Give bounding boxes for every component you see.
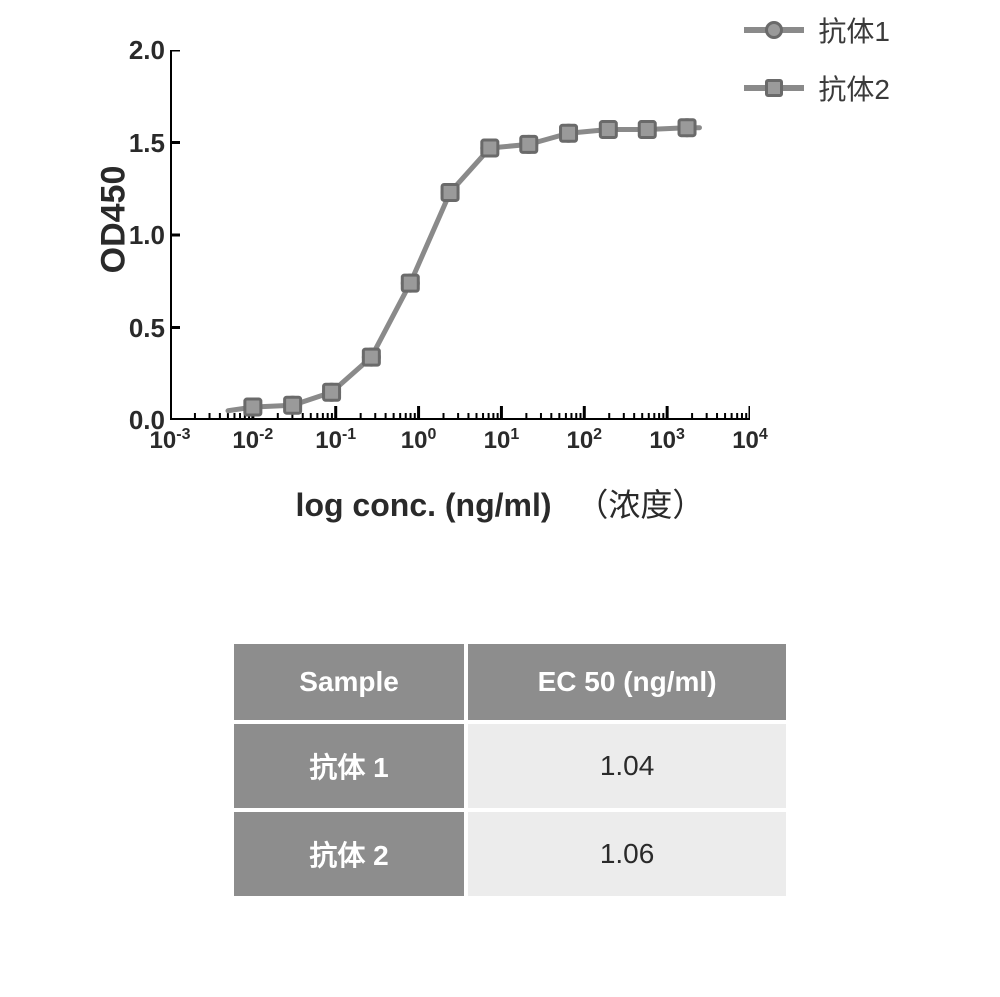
chart-legend: 抗体1 抗体2 xyxy=(744,10,890,126)
x-tick-label: 104 xyxy=(732,426,768,455)
table-cell-sample: 抗体 2 xyxy=(234,812,464,896)
table-cell-value: 1.04 xyxy=(468,724,786,808)
dose-response-chart: 抗体1 抗体2 OD450 0.00.51.01.52.0 10-310-210… xyxy=(40,10,960,530)
table-cell-value: 1.06 xyxy=(468,812,786,896)
table-row: 抗体 2 1.06 xyxy=(234,812,786,896)
legend-marker-square-icon xyxy=(744,78,804,98)
y-tick-label: 0.5 xyxy=(115,313,165,344)
x-tick-label: 101 xyxy=(484,426,520,455)
legend-marker-circle-icon xyxy=(744,20,804,40)
legend-item-series2: 抗体2 xyxy=(744,68,890,108)
x-axis-label: log conc. (ng/ml) （浓度） xyxy=(40,480,960,526)
table-header-sample: Sample xyxy=(234,644,464,720)
table-row: 抗体 1 1.04 xyxy=(234,724,786,808)
y-tick-label: 1.5 xyxy=(115,128,165,159)
x-tick-label: 103 xyxy=(649,426,685,455)
x-tick-label: 102 xyxy=(566,426,602,455)
plot-area xyxy=(170,50,750,420)
legend-label: 抗体2 xyxy=(818,68,890,108)
y-tick-label: 2.0 xyxy=(115,35,165,66)
legend-item-series1: 抗体1 xyxy=(744,10,890,50)
table-cell-sample: 抗体 1 xyxy=(234,724,464,808)
x-tick-label: 10-2 xyxy=(232,426,273,455)
x-axis-label-text: log conc. (ng/ml) xyxy=(296,487,552,523)
x-axis-label-cn: （浓度） xyxy=(576,487,704,523)
legend-label: 抗体1 xyxy=(818,10,890,50)
x-tick-label: 10-1 xyxy=(315,426,356,455)
x-tick-label: 100 xyxy=(401,426,437,455)
ec50-table: Sample EC 50 (ng/ml) 抗体 1 1.04 抗体 2 1.06 xyxy=(230,640,790,900)
table-header-ec50: EC 50 (ng/ml) xyxy=(468,644,786,720)
x-tick-label: 10-3 xyxy=(150,426,191,455)
y-tick-label: 1.0 xyxy=(115,220,165,251)
